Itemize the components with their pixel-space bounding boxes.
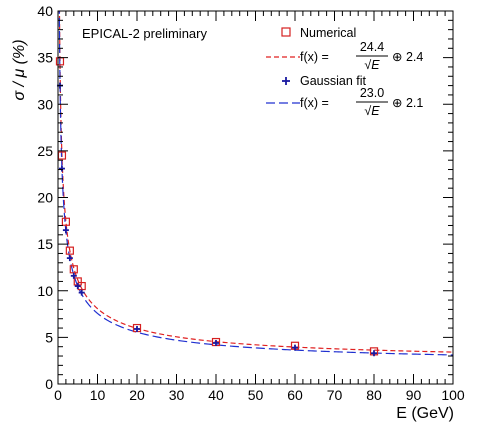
x-tick-label: 40 <box>208 387 224 403</box>
x-tick-label: 100 <box>441 387 465 403</box>
y-tick-label: 35 <box>37 50 53 66</box>
x-tick-label: 90 <box>406 387 422 403</box>
gaussian-fit-point <box>75 283 81 289</box>
legend-fit-2-denominator: √E <box>364 104 380 118</box>
legend-label-gaussian: Gaussian fit <box>300 74 367 88</box>
gaussian-fit-point <box>63 227 69 233</box>
x-tick-label: 20 <box>129 387 145 403</box>
legend-fit-1-numerator: 24.4 <box>360 40 384 54</box>
x-tick-label: 60 <box>287 387 303 403</box>
legend-fit-1-prefix: f(x) = <box>300 50 329 64</box>
x-tick-label: 50 <box>248 387 264 403</box>
y-tick-label: 5 <box>45 329 53 345</box>
x-tick-label: 10 <box>90 387 106 403</box>
annotation-text: EPICAL-2 preliminary <box>82 26 207 41</box>
x-tick-label: 80 <box>366 387 382 403</box>
y-tick-label: 0 <box>45 376 53 392</box>
legend-fit-2-prefix: f(x) = <box>300 96 329 110</box>
x-axis-title: E (GeV) <box>396 405 454 422</box>
y-axis-title: σ / μ (%) <box>11 39 28 100</box>
legend: Numerical f(x) = 24.4 √E ⊕ 2.4 Gaussian … <box>266 26 423 118</box>
legend-fit-1-denominator: √E <box>364 58 380 72</box>
axis-ticks <box>58 11 453 384</box>
y-tick-label: 10 <box>37 283 53 299</box>
gaussian-fit-point <box>59 166 65 172</box>
y-tick-label: 25 <box>37 143 53 159</box>
x-tick-label: 0 <box>54 387 62 403</box>
y-tick-label: 20 <box>37 190 53 206</box>
x-tick-label: 70 <box>327 387 343 403</box>
data-markers <box>56 58 377 356</box>
y-tick-label: 15 <box>37 236 53 252</box>
legend-marker-numerical <box>282 28 290 36</box>
x-tick-label: 30 <box>169 387 185 403</box>
y-tick-label: 30 <box>37 96 53 112</box>
legend-fit-2-suffix: ⊕ 2.1 <box>392 96 423 110</box>
legend-fit-1-suffix: ⊕ 2.4 <box>392 50 423 64</box>
legend-fit-2-numerator: 23.0 <box>360 86 384 100</box>
plot-frame <box>58 11 453 384</box>
legend-label-numerical: Numerical <box>300 26 356 40</box>
legend-marker-gaussian <box>282 77 290 85</box>
y-tick-label: 40 <box>37 3 53 19</box>
